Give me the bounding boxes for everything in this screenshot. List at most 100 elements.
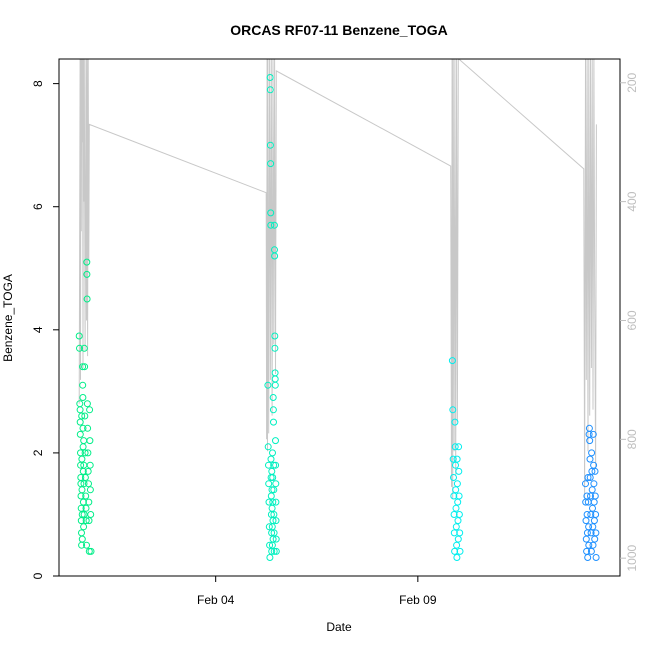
data-point-series-2	[271, 381, 279, 389]
data-point-series-1	[81, 474, 89, 481]
data-point-series-1	[81, 449, 89, 457]
data-point-series-1	[76, 344, 83, 352]
data-point-series-1	[84, 424, 92, 432]
data-point-series-3	[453, 541, 461, 549]
data-point-series-4	[586, 437, 594, 445]
data-point-series-3	[455, 511, 463, 518]
data-point-series-3	[452, 486, 460, 494]
y-axis-label: Benzene_TOGA	[1, 274, 15, 362]
data-point-series-4	[588, 467, 596, 475]
data-point-series-2	[269, 474, 277, 481]
x-axis-label: Date	[326, 620, 352, 634]
data-point-series-3	[455, 492, 463, 500]
data-point-series-4	[584, 554, 592, 561]
data-point-series-2	[264, 381, 272, 389]
data-point-series-2	[266, 74, 274, 81]
data-point-series-1	[78, 511, 86, 518]
data-point-series-1	[78, 455, 86, 463]
data-point-series-1	[87, 547, 95, 555]
data-point-series-3	[452, 504, 460, 512]
data-point-series-2	[270, 221, 278, 229]
data-point-series-2	[271, 344, 279, 352]
data-point-series-2	[266, 141, 274, 149]
data-point-series-4	[588, 486, 596, 494]
data-point-series-4	[591, 492, 599, 500]
data-point-series-2	[265, 523, 273, 531]
data-point-series-2	[269, 449, 276, 457]
data-point-series-1	[86, 437, 94, 445]
data-point-series-4	[586, 474, 594, 481]
data-point-series-2	[270, 511, 278, 518]
data-point-series-1	[76, 406, 84, 414]
data-point-series-4	[591, 467, 599, 475]
data-point-series-3	[453, 455, 461, 463]
data-point-series-1	[79, 394, 87, 401]
data-point-series-1	[79, 381, 87, 389]
data-point-series-4	[592, 511, 600, 518]
x-tick-label: Feb 09	[399, 593, 437, 607]
data-point-series-1	[83, 258, 91, 266]
data-point-series-1	[81, 412, 89, 420]
data-point-series-1	[83, 400, 91, 408]
data-point-series-4	[587, 511, 595, 518]
data-point-series-2	[270, 486, 278, 494]
data-point-series-2	[272, 535, 280, 543]
y2-tick-label: 1000	[625, 545, 639, 572]
data-point-series-1	[83, 541, 90, 549]
data-point-series-1	[80, 344, 88, 352]
data-point-series-3	[449, 406, 457, 414]
data-point-series-1	[79, 498, 87, 506]
data-point-series-4	[589, 541, 597, 549]
data-point-series-2	[267, 209, 275, 217]
data-point-series-2	[272, 547, 280, 555]
y2-tick-label: 800	[625, 429, 639, 449]
data-point-series-1	[83, 270, 91, 278]
data-point-series-3	[450, 529, 458, 537]
data-point-series-1	[84, 449, 92, 457]
y-tick-label: 0	[31, 572, 45, 579]
data-point-series-2	[265, 480, 273, 488]
secondary-line	[78, 58, 597, 499]
data-point-series-2	[266, 541, 274, 549]
data-point-series-2	[270, 461, 278, 469]
data-point-series-4	[589, 430, 597, 438]
data-point-series-4	[585, 523, 593, 531]
data-point-series-1	[84, 467, 92, 475]
data-point-series-2	[269, 406, 277, 414]
y-tick-label: 8	[31, 80, 45, 87]
data-point-series-2	[272, 437, 279, 445]
data-point-series-2	[265, 461, 272, 469]
data-point-series-3	[451, 443, 459, 451]
data-point-series-2	[265, 498, 273, 506]
data-point-series-2	[264, 443, 272, 451]
data-point-series-2	[267, 455, 275, 463]
data-point-series-1	[83, 295, 91, 303]
secondary-line-layer	[78, 58, 597, 499]
data-point-series-1	[82, 517, 90, 525]
data-point-series-2	[269, 394, 277, 401]
data-point-series-1	[79, 424, 87, 432]
x-axis: Feb 04 Feb 09	[197, 576, 437, 607]
data-point-series-4	[587, 529, 595, 537]
data-point-series-1	[86, 461, 94, 469]
data-point-series-4	[592, 529, 600, 537]
data-point-series-3	[452, 523, 460, 531]
data-point-series-2	[270, 529, 278, 537]
data-point-series-1	[78, 486, 86, 494]
data-point-series-1	[78, 535, 86, 543]
data-point-series-4	[586, 455, 594, 463]
x-tick-label: Feb 04	[197, 593, 235, 607]
y2-tick-label: 600	[625, 310, 639, 330]
data-point-series-4	[583, 511, 591, 518]
data-point-series-2	[269, 498, 277, 506]
data-point-series-4	[587, 547, 595, 555]
data-point-series-4	[589, 504, 596, 512]
secondary-y-axis: 200 400 600 800 1000	[620, 72, 639, 572]
data-point-series-3	[456, 529, 464, 537]
y2-tick-label: 200	[625, 72, 639, 92]
data-point-series-2	[270, 418, 277, 426]
data-point-series-4	[590, 480, 598, 488]
data-point-series-3	[450, 492, 458, 500]
